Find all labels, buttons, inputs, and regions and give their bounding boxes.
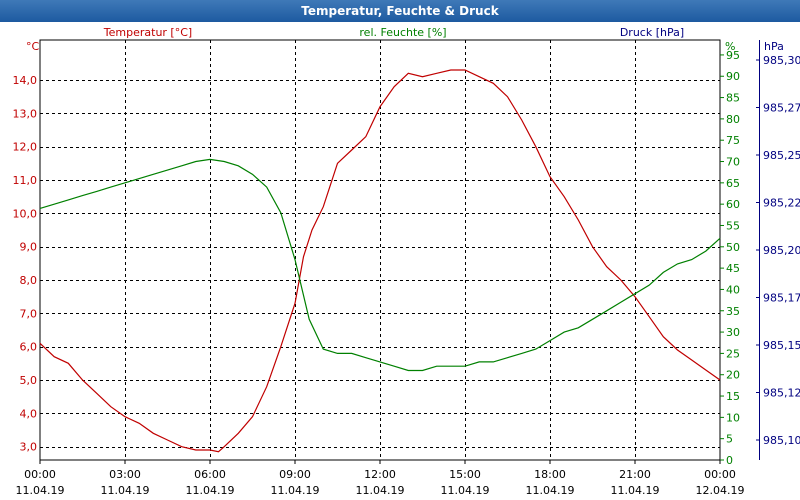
- humidity-series-label: rel. Feuchte [%]: [359, 26, 446, 39]
- humidity-tick-label: 25: [726, 347, 740, 360]
- humidity-tick-label: 65: [726, 177, 740, 190]
- x-tick-time: 15:00: [449, 468, 481, 481]
- x-tick-time: 00:00: [24, 468, 56, 481]
- pressure-tick-label: 985,27: [763, 102, 800, 115]
- humidity-tick-label: 75: [726, 134, 740, 147]
- x-axis: 00:00 11.04.19 03:00 11.04.19 06:00 11.04.19 0…: [16, 460, 745, 497]
- series-layer: [39, 69, 721, 453]
- temperature-tick-label: 14,0: [13, 74, 38, 87]
- temperature-tick-label: 7,0: [20, 307, 38, 320]
- humidity-tick-label: 60: [726, 198, 740, 211]
- temperature-tick-label: 10,0: [13, 207, 38, 220]
- x-tick-date: 11.04.19: [526, 484, 575, 497]
- pressure-tick-label: 985,17: [763, 292, 800, 305]
- x-tick-time: 21:00: [619, 468, 651, 481]
- humidity-tick-label: 0: [726, 454, 733, 467]
- humidity-tick-label: 20: [726, 369, 740, 382]
- temperature-series-label: Temperatur [°C]: [103, 26, 192, 39]
- temperature-tick-label: 4,0: [20, 407, 38, 420]
- x-tick-date: 11.04.19: [101, 484, 150, 497]
- x-tick-time: 09:00: [279, 468, 311, 481]
- humidity-tick-label: 45: [726, 262, 740, 275]
- humidity-tick-label: 85: [726, 92, 740, 105]
- temperature-tick-label: 13,0: [13, 107, 38, 120]
- pressure-axis-unit: hPa: [764, 40, 784, 53]
- x-tick-time: 03:00: [109, 468, 141, 481]
- temperature-tick-label: 8,0: [20, 274, 38, 287]
- humidity-tick-label: 55: [726, 219, 740, 232]
- pressure-tick-label: 985,15: [763, 339, 800, 352]
- pressure-tick-label: 985,10: [763, 434, 800, 447]
- chart-title: Temperatur, Feuchte & Druck: [0, 0, 800, 22]
- x-tick-date: 11.04.19: [611, 484, 660, 497]
- humidity-tick-label: 70: [726, 156, 740, 169]
- x-tick-time: 06:00: [194, 468, 226, 481]
- humidity-tick-label: 50: [726, 241, 740, 254]
- temperature-tick-label: 6,0: [20, 341, 38, 354]
- pressure-tick-label: 985,12: [763, 387, 800, 400]
- humidity-tick-label: 90: [726, 70, 740, 83]
- pressure-tick-label: 985,30: [763, 54, 800, 67]
- temperature-tick-label: 12,0: [13, 141, 38, 154]
- humidity-tick-label: 95: [726, 49, 740, 62]
- temperature-tick-label: 5,0: [20, 374, 38, 387]
- temperature-axis: 3,0 4,0 5,0 6,0 7,0 8,0 9,0 10,0 11,0 12,0 13,0 14,…: [13, 74, 38, 454]
- humidity-axis: 0 5 10 15 20 25 30 35 40 45 50 55 60 65 70 75 80 85 90 95: [720, 49, 740, 467]
- pressure-tick-label: 985,20: [763, 244, 800, 257]
- pressure-series-label: Druck [hPa]: [620, 26, 684, 39]
- x-tick-date: 11.04.19: [441, 484, 490, 497]
- temperature-tick-label: 11,0: [13, 174, 38, 187]
- x-tick-date: 11.04.19: [356, 484, 405, 497]
- humidity-tick-label: 30: [726, 326, 740, 339]
- x-tick-time: 18:00: [534, 468, 566, 481]
- x-tick-date: 12.04.19: [696, 484, 745, 497]
- humidity-tick-label: 5: [726, 433, 733, 446]
- x-tick-time: 00:00: [704, 468, 736, 481]
- x-tick-date: 11.04.19: [186, 484, 235, 497]
- humidity-tick-label: 80: [726, 113, 740, 126]
- pressure-tick-label: 985,25: [763, 149, 800, 162]
- humidity-tick-label: 40: [726, 283, 740, 296]
- temperature-axis-unit: °C: [26, 40, 40, 53]
- humidity-axis-unit: %: [725, 40, 735, 53]
- temperature-tick-label: 3,0: [20, 441, 38, 454]
- humidity-tick-label: 10: [726, 411, 740, 424]
- humidity-tick-label: 15: [726, 390, 740, 403]
- x-tick-date: 11.04.19: [16, 484, 65, 497]
- humidity-tick-label: 35: [726, 305, 740, 318]
- x-tick-date: 11.04.19: [271, 484, 320, 497]
- pressure-tick-label: 985,22: [763, 197, 800, 210]
- humidity-series-line: [39, 158, 721, 372]
- temperature-series-line: [39, 69, 721, 453]
- x-tick-time: 12:00: [364, 468, 396, 481]
- chart-canvas: 3,0 4,0 5,0 6,0 7,0 8,0 9,0 10,0 11,0 12,0 13,0 14,…: [13, 26, 800, 497]
- grid: [40, 40, 720, 460]
- pressure-axis: 985,10 985,12 985,15 985,17 985,20 985,22 985,…: [756, 40, 800, 460]
- temperature-tick-label: 9,0: [20, 241, 38, 254]
